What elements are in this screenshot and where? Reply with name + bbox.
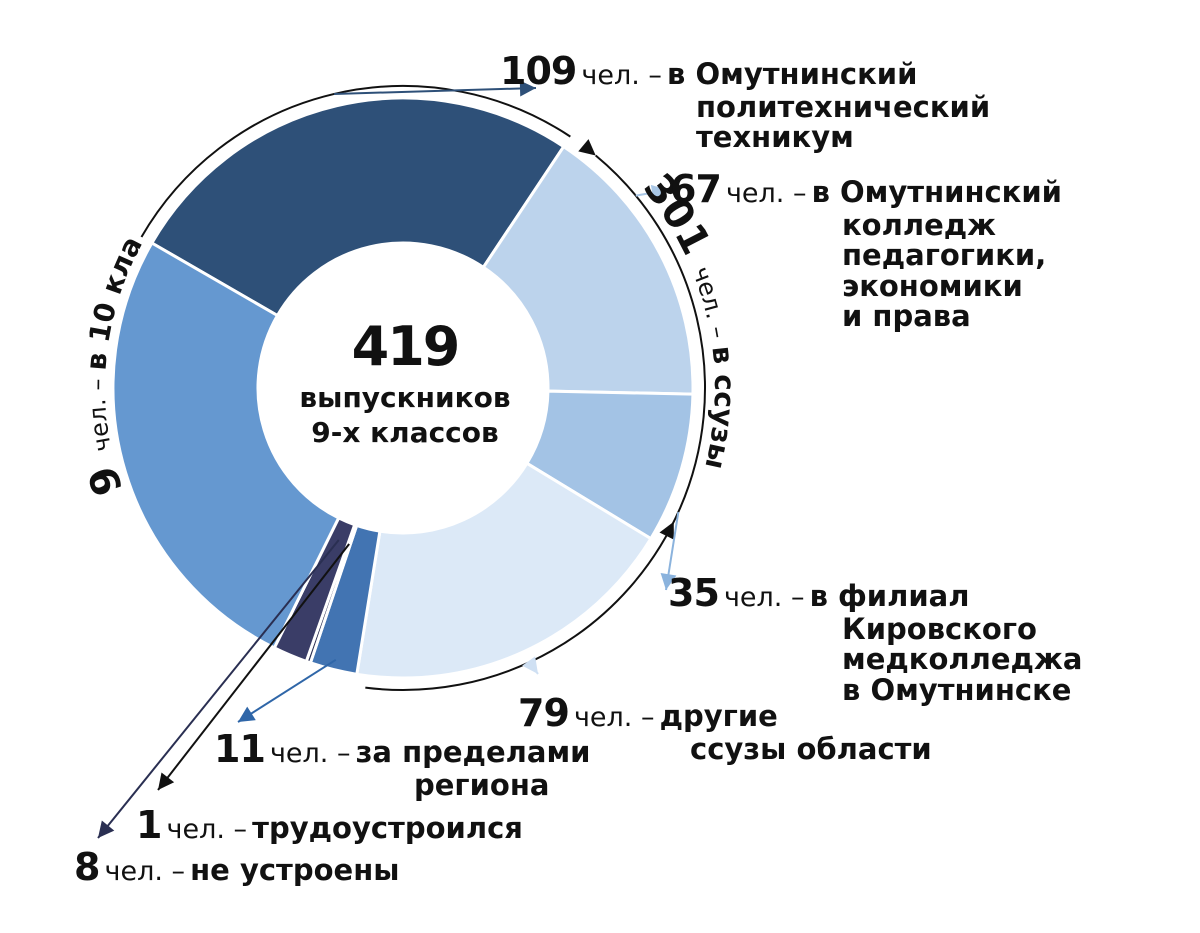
leader-medcollege-head	[660, 572, 677, 590]
label-medcollege-l4: в Омутнинске	[842, 672, 1072, 707]
label-outside-l1: за пределами	[355, 735, 591, 769]
label-other: 79 чел. – другие ссузы области	[518, 691, 932, 766]
leader-politech	[334, 87, 537, 95]
label-politech: 109 чел. – в Омутнинский политехнический…	[500, 49, 991, 155]
bracket-ssuzy-arrow-bottom	[659, 521, 674, 540]
label-other-unit: чел. –	[573, 702, 655, 733]
leader-employed	[157, 543, 350, 791]
label-college-l4: экономики	[842, 268, 1023, 303]
label-college-unit: чел. –	[725, 178, 807, 209]
label-politech-unit: чел. –	[581, 60, 662, 91]
label-medcollege-l3: медколледжа	[842, 642, 1083, 677]
leader-outside	[237, 658, 337, 723]
label-outside: 11 чел. – за пределами региона	[214, 727, 591, 802]
label-unplaced: 8 чел. – не устроены	[74, 845, 400, 889]
leader-college-head	[650, 184, 668, 201]
leader-politech-head	[519, 80, 536, 97]
bracket-ssuzy-arrow-top	[578, 139, 596, 156]
leader-other-head	[522, 656, 538, 674]
label-other-l1: другие	[659, 699, 778, 733]
label-other-num: 79	[518, 691, 570, 735]
label-medcollege-num: 35	[668, 571, 720, 615]
donut-slices	[111, 96, 695, 680]
donut-hole	[259, 244, 547, 532]
center-caption-line2: 9-х классов	[311, 416, 499, 449]
label-employed-unit: чел. –	[166, 814, 248, 845]
label-medcollege-l2: Кировского	[842, 611, 1037, 646]
label-college-l2: колледж	[842, 207, 997, 242]
label-outside-l2: региона	[414, 767, 550, 802]
slice-7	[111, 240, 341, 650]
leader-unplaced-head	[98, 820, 115, 838]
label-college-l5: и права	[842, 299, 971, 334]
label-politech-num: 109	[500, 49, 577, 93]
center-caption: выпускников 9-х классов	[270, 380, 540, 450]
label-outside-unit: чел. –	[269, 738, 351, 769]
center-total: 419	[351, 315, 461, 378]
label-college-l3: педагогики,	[842, 238, 1047, 273]
leader-lines	[97, 80, 680, 839]
label-college: 67 чел. – в Омутнинский колледж педагоги…	[670, 167, 1063, 334]
label-unplaced-num: 8	[74, 845, 100, 889]
label-unplaced-text: не устроены	[190, 853, 400, 887]
label-politech-l3: техникум	[696, 120, 854, 155]
leader-employed-head	[158, 772, 175, 790]
label-outside-num: 11	[214, 727, 266, 771]
label-employed: 1 чел. – трудоустроился	[136, 803, 523, 847]
label-employed-text: трудоустроился	[252, 811, 523, 845]
label-medcollege-unit: чел. –	[723, 582, 805, 613]
label-politech-l1: в Омутнинский	[667, 57, 918, 91]
label-college-l1: в Омутнинский	[811, 175, 1063, 209]
slice-1	[481, 144, 695, 396]
slice-3	[355, 461, 653, 680]
slice-0	[149, 96, 566, 318]
label-employed-num: 1	[136, 803, 162, 847]
leader-unplaced	[97, 539, 340, 839]
label-politech-l2: политехнический	[696, 89, 991, 124]
bracket-ssuzy	[365, 154, 706, 691]
label-college-num: 67	[670, 167, 722, 211]
center-caption-line1: выпускников	[299, 381, 511, 414]
leader-outside-head	[238, 706, 256, 722]
label-medcollege: 35 чел. – в филиал Кировского медколледж…	[668, 571, 1083, 707]
label-other-l2: ссузы области	[690, 731, 932, 766]
label-unplaced-unit: чел. –	[104, 856, 186, 887]
label-medcollege-l1: в филиал	[809, 579, 970, 613]
